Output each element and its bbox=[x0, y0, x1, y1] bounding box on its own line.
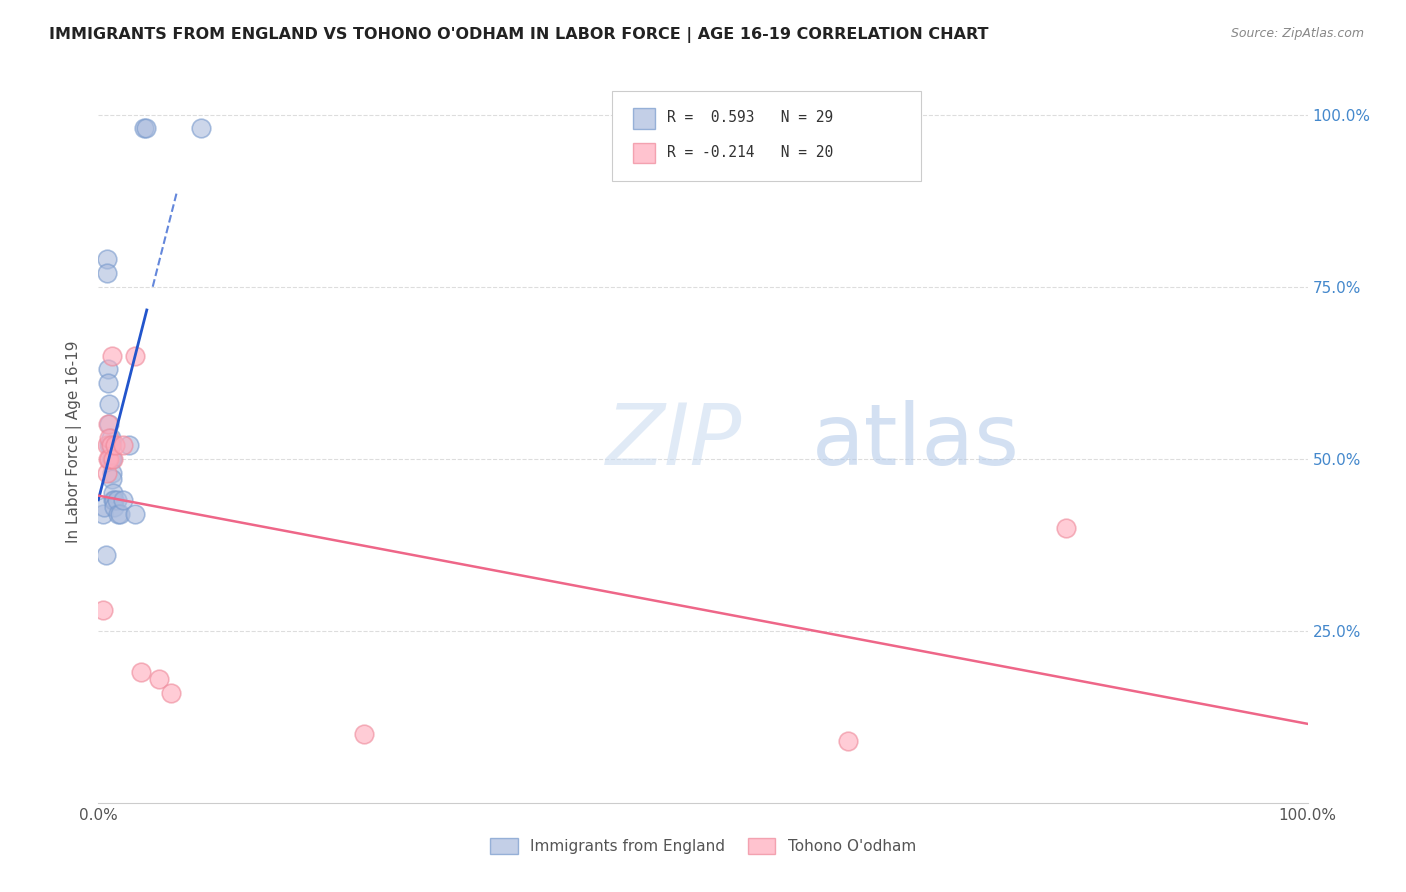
Point bbox=[124, 349, 146, 363]
Point bbox=[190, 121, 212, 136]
Text: ZIP: ZIP bbox=[606, 400, 742, 483]
Legend: Immigrants from England, Tohono O'odham: Immigrants from England, Tohono O'odham bbox=[484, 832, 922, 860]
Point bbox=[94, 548, 117, 562]
Point bbox=[100, 451, 122, 466]
Point bbox=[105, 493, 128, 508]
FancyBboxPatch shape bbox=[613, 91, 921, 181]
Point bbox=[100, 431, 122, 445]
Point bbox=[96, 252, 118, 267]
Point bbox=[101, 451, 124, 466]
Point bbox=[96, 466, 118, 480]
Point bbox=[129, 665, 152, 679]
Point bbox=[91, 603, 114, 617]
Text: Source: ZipAtlas.com: Source: ZipAtlas.com bbox=[1230, 27, 1364, 40]
Point bbox=[107, 507, 129, 521]
Point bbox=[111, 493, 134, 508]
Point bbox=[100, 466, 122, 480]
Point bbox=[124, 507, 146, 521]
FancyBboxPatch shape bbox=[633, 109, 655, 128]
Point bbox=[103, 500, 125, 514]
Point bbox=[97, 362, 120, 376]
Text: R = -0.214   N = 20: R = -0.214 N = 20 bbox=[666, 145, 832, 160]
Text: atlas: atlas bbox=[811, 400, 1019, 483]
Point bbox=[1054, 520, 1077, 534]
Point bbox=[148, 672, 170, 686]
Point bbox=[96, 266, 118, 280]
FancyBboxPatch shape bbox=[633, 143, 655, 163]
Point bbox=[160, 686, 183, 700]
Point bbox=[104, 438, 127, 452]
Point bbox=[98, 438, 121, 452]
Point bbox=[353, 727, 375, 741]
Point bbox=[101, 486, 124, 500]
Point bbox=[100, 438, 122, 452]
Point bbox=[98, 417, 121, 432]
Point bbox=[100, 451, 122, 466]
Point bbox=[97, 417, 120, 432]
Point bbox=[101, 493, 124, 508]
Text: IMMIGRANTS FROM ENGLAND VS TOHONO O'ODHAM IN LABOR FORCE | AGE 16-19 CORRELATION: IMMIGRANTS FROM ENGLAND VS TOHONO O'ODHA… bbox=[49, 27, 988, 43]
Point bbox=[103, 493, 125, 508]
Point bbox=[135, 121, 157, 136]
Point bbox=[93, 500, 115, 514]
Point bbox=[100, 472, 122, 486]
Point bbox=[91, 507, 114, 521]
Point bbox=[97, 376, 120, 390]
Point bbox=[111, 438, 134, 452]
Point bbox=[98, 397, 121, 411]
Point bbox=[100, 349, 122, 363]
Text: R =  0.593   N = 29: R = 0.593 N = 29 bbox=[666, 111, 832, 126]
Point bbox=[96, 438, 118, 452]
Point bbox=[98, 451, 121, 466]
Point bbox=[837, 734, 859, 748]
Point bbox=[97, 451, 120, 466]
Point bbox=[108, 507, 131, 521]
Point bbox=[134, 121, 156, 136]
Y-axis label: In Labor Force | Age 16-19: In Labor Force | Age 16-19 bbox=[66, 340, 83, 543]
Point bbox=[100, 438, 122, 452]
Point bbox=[98, 431, 121, 445]
Point bbox=[118, 438, 141, 452]
